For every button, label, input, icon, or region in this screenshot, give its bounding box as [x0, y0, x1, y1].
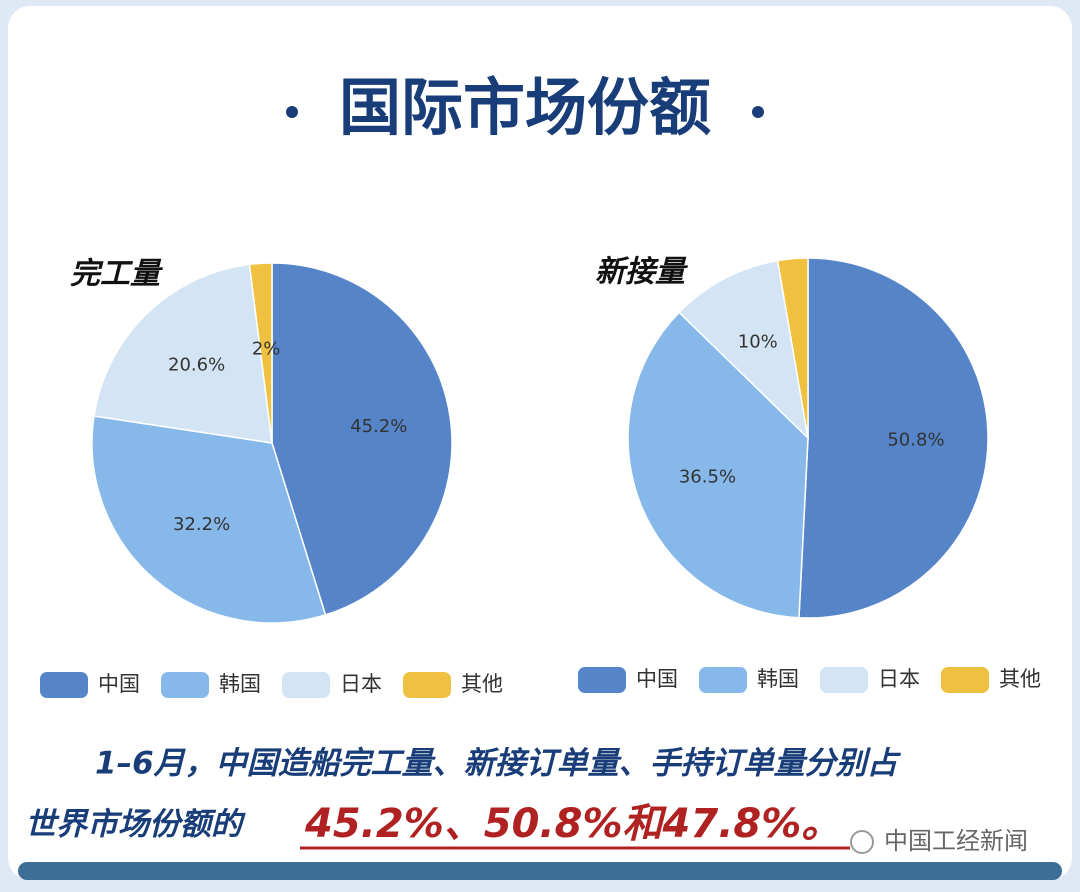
slice-label: 10%: [738, 331, 778, 352]
pie-slice: [627, 311, 809, 619]
legend-label: 日本: [340, 672, 382, 696]
pie-slice: [678, 259, 810, 441]
legend-label: 中国: [98, 672, 140, 696]
legend-swatch: [161, 672, 209, 698]
legend-swatch: [941, 667, 989, 693]
title-dot: [286, 106, 298, 118]
legend-label: 韩国: [219, 672, 261, 696]
pie-slice: [776, 257, 809, 439]
pie-slice: [798, 257, 989, 619]
title: 国际市场份额: [339, 71, 711, 144]
chart-title: 完工量: [70, 257, 164, 292]
slice-label: 20.6%: [168, 355, 225, 376]
chart-title: 新接量: [595, 255, 689, 290]
legend-label: 日本: [878, 667, 920, 691]
title-dot: [752, 106, 764, 118]
pie-slice: [91, 415, 327, 624]
slice-label: 36.5%: [679, 466, 736, 487]
pie-slice: [248, 262, 273, 444]
legend-swatch: [40, 672, 88, 698]
legend-swatch: [699, 667, 747, 693]
legend-swatch: [820, 667, 868, 693]
bottom-bar: [18, 862, 1062, 880]
legend-label: 其他: [999, 667, 1041, 691]
caption-line: 1–6月，中国造船完工量、新接订单量、手持订单量分别占: [95, 746, 902, 782]
slice-label: 32.2%: [173, 514, 230, 535]
caption-highlight: 45.2%、50.8%和47.8%。: [304, 801, 841, 847]
pie-slice: [271, 262, 453, 616]
slice-label: 2%: [252, 339, 281, 360]
legend-label: 中国: [636, 667, 678, 691]
legend-label: 其他: [461, 672, 503, 696]
legend-label: 韩国: [757, 667, 799, 691]
legend-swatch: [578, 667, 626, 693]
card: [8, 6, 1072, 880]
watermark: 中国工经新闻: [884, 827, 1028, 855]
legend-swatch: [282, 672, 330, 698]
pie-slice: [93, 263, 273, 444]
legend-swatch: [403, 672, 451, 698]
caption-line: 世界市场份额的: [25, 807, 246, 843]
watermark-icon: [850, 830, 874, 854]
slice-label: 45.2%: [350, 416, 407, 437]
slice-label: 50.8%: [887, 430, 944, 451]
